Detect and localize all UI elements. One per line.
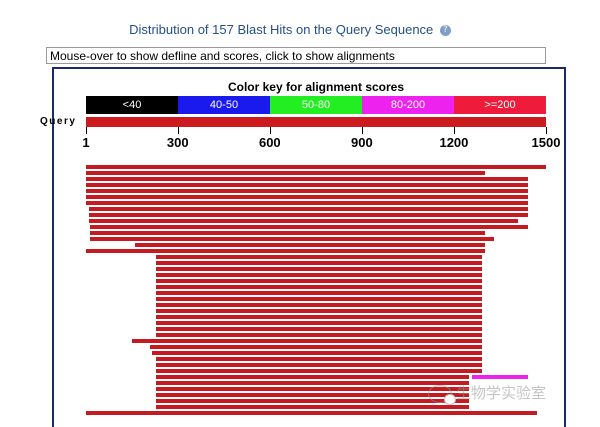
blast-hit-bar[interactable] xyxy=(156,267,482,271)
defline-text: Mouse-over to show defline and scores, c… xyxy=(50,49,395,63)
blast-hit-bar[interactable] xyxy=(88,207,528,211)
blast-hit-bar[interactable] xyxy=(472,375,528,379)
blast-hit-bar[interactable] xyxy=(86,183,528,187)
page-title: Distribution of 157 Blast Hits on the Qu… xyxy=(0,22,580,37)
blast-hit-bar[interactable] xyxy=(156,405,470,409)
blast-hit-bar[interactable] xyxy=(156,363,482,367)
axis-tick-label: 900 xyxy=(351,135,373,150)
blast-hit-bar[interactable] xyxy=(156,255,482,259)
color-key-segment: 80-200 xyxy=(362,96,454,114)
axis-tick xyxy=(453,127,455,134)
watermark: 生物学实验室 xyxy=(428,382,547,405)
blast-hit-bar[interactable] xyxy=(156,261,482,265)
blast-hit-bar[interactable] xyxy=(156,273,482,277)
color-key-segment: 50-80 xyxy=(270,96,362,114)
axis-tick-label: 1 xyxy=(82,135,90,150)
blast-hit-bar[interactable] xyxy=(86,171,485,175)
blast-hit-bar[interactable] xyxy=(156,357,482,361)
blast-hit-bar[interactable] xyxy=(156,321,482,325)
blast-hit-bar[interactable] xyxy=(156,291,482,295)
blast-hit-bar[interactable] xyxy=(156,279,482,283)
blast-hit-bar[interactable] xyxy=(86,249,485,253)
blast-hit-bar[interactable] xyxy=(156,393,470,397)
blast-hit-bar[interactable] xyxy=(131,339,482,343)
blast-hit-bar[interactable] xyxy=(156,297,482,301)
axis-tick xyxy=(177,127,179,134)
blast-hit-bar[interactable] xyxy=(88,213,528,217)
blast-hit-bar[interactable] xyxy=(90,225,528,229)
blast-hit-bar[interactable] xyxy=(90,237,494,241)
watermark-text: 生物学实验室 xyxy=(456,384,547,402)
color-key-bar: <40 40-50 50-80 80-200 >=200 xyxy=(86,96,546,114)
color-key-label: 40-50 xyxy=(209,99,239,111)
blast-hit-bar[interactable] xyxy=(151,351,482,355)
color-key-label: <40 xyxy=(122,99,142,111)
blast-hit-bar[interactable] xyxy=(156,303,482,307)
blast-hit-bar[interactable] xyxy=(156,399,470,403)
blast-hit-bar[interactable] xyxy=(134,243,485,247)
blast-hit-bar[interactable] xyxy=(156,315,482,319)
blast-hit-bar[interactable] xyxy=(86,201,528,205)
blast-hit-bar[interactable] xyxy=(156,333,482,337)
blast-hit-bar[interactable] xyxy=(86,195,528,199)
defline-display-box: Mouse-over to show defline and scores, c… xyxy=(46,47,546,64)
blast-hit-bar[interactable] xyxy=(156,369,482,373)
color-key-segment: >=200 xyxy=(454,96,546,114)
blast-hit-bar[interactable] xyxy=(156,381,470,385)
axis-tick-label: 1500 xyxy=(531,135,561,150)
color-key-label: 50-80 xyxy=(301,99,331,111)
blast-hit-bar[interactable] xyxy=(86,411,537,415)
color-key-segment: <40 xyxy=(86,96,178,114)
blast-hit-bar[interactable] xyxy=(86,177,528,181)
blast-hit-bar[interactable] xyxy=(156,327,482,331)
axis-tick xyxy=(269,127,271,134)
blast-hit-bar[interactable] xyxy=(88,219,519,223)
query-label: Query xyxy=(40,116,77,127)
color-key-label: 80-200 xyxy=(390,99,426,111)
blast-hit-bar[interactable] xyxy=(156,285,482,289)
axis-tick xyxy=(546,127,547,134)
color-key-label: >=200 xyxy=(484,99,516,111)
blast-hit-bar[interactable] xyxy=(156,387,470,391)
color-key-title: Color key for alignment scores xyxy=(227,80,405,94)
wechat-icon xyxy=(428,384,456,405)
hit-graphic-frame xyxy=(52,67,566,427)
blast-hit-bar[interactable] xyxy=(156,309,482,313)
axis-tick-label: 300 xyxy=(166,135,189,150)
blast-hit-bar[interactable] xyxy=(90,231,485,235)
blast-hit-bar[interactable] xyxy=(156,375,470,379)
blast-hit-bar[interactable] xyxy=(86,165,546,169)
title-text: Distribution of 157 Blast Hits on the Qu… xyxy=(129,22,434,37)
blast-hit-bar[interactable] xyxy=(86,189,528,193)
axis-tick xyxy=(86,127,87,134)
axis-tick xyxy=(361,127,363,134)
question-circle-icon[interactable]: ? xyxy=(439,25,451,37)
axis-tick-label: 600 xyxy=(258,135,281,150)
color-key-segment: 40-50 xyxy=(178,96,270,114)
axis-tick-label: 1200 xyxy=(439,135,469,150)
blast-hit-bar[interactable] xyxy=(150,345,482,349)
query-sequence-bar xyxy=(86,117,546,127)
